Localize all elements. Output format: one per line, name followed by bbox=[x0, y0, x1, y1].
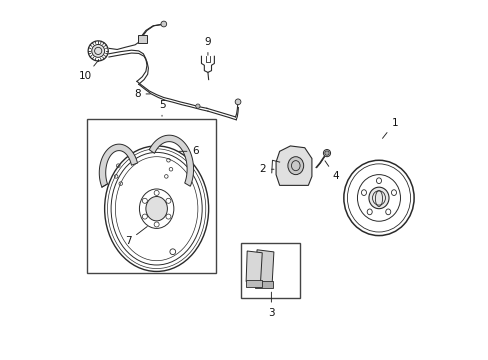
Bar bbox=[241, 243, 300, 298]
Polygon shape bbox=[276, 146, 311, 185]
Polygon shape bbox=[255, 250, 273, 284]
Text: 1: 1 bbox=[382, 118, 397, 138]
Bar bbox=[138, 35, 146, 43]
Text: 2: 2 bbox=[259, 164, 273, 174]
Ellipse shape bbox=[368, 187, 388, 209]
Text: 9: 9 bbox=[204, 37, 211, 55]
Bar bbox=[255, 281, 273, 288]
Circle shape bbox=[324, 151, 328, 155]
Text: 4: 4 bbox=[325, 161, 338, 181]
Bar bbox=[86, 119, 215, 273]
Circle shape bbox=[161, 21, 166, 27]
Circle shape bbox=[195, 104, 200, 108]
Polygon shape bbox=[149, 135, 193, 186]
Bar bbox=[245, 280, 262, 287]
Circle shape bbox=[235, 99, 241, 105]
Ellipse shape bbox=[145, 197, 167, 221]
Text: 3: 3 bbox=[267, 292, 274, 318]
Ellipse shape bbox=[287, 157, 303, 175]
Circle shape bbox=[92, 44, 104, 57]
Text: 10: 10 bbox=[79, 60, 99, 81]
Text: 7: 7 bbox=[124, 226, 147, 246]
Circle shape bbox=[323, 149, 330, 157]
Polygon shape bbox=[99, 144, 137, 187]
Text: 5: 5 bbox=[159, 100, 165, 116]
Text: 6: 6 bbox=[179, 146, 199, 156]
Polygon shape bbox=[245, 251, 262, 283]
Text: 8: 8 bbox=[134, 89, 150, 99]
